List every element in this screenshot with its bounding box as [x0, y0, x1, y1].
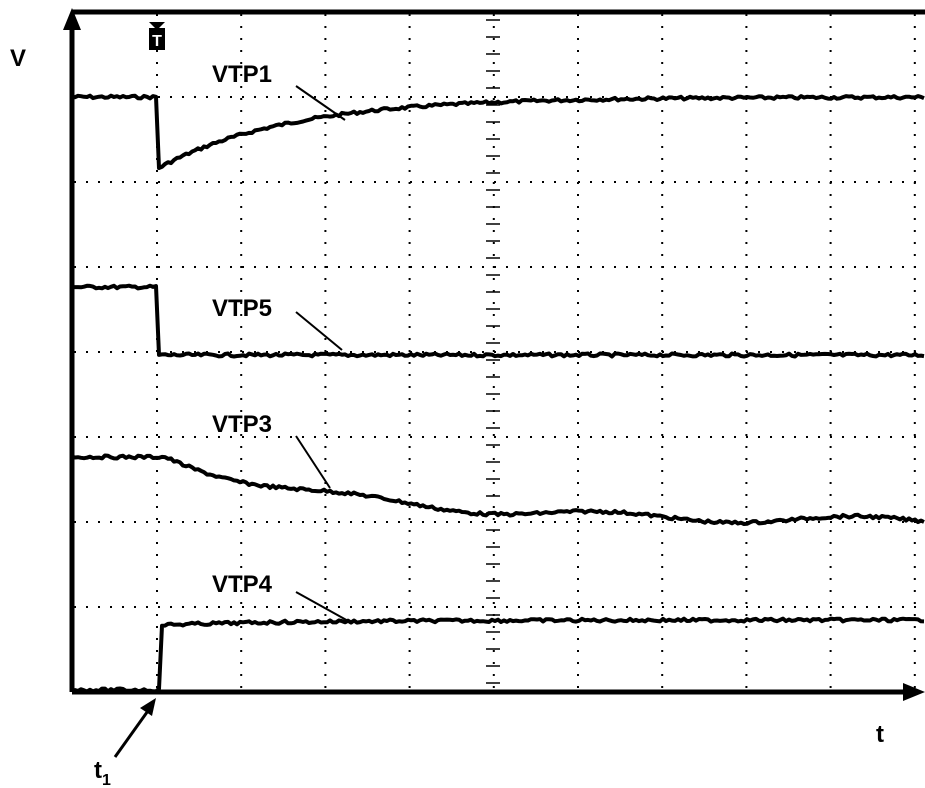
trigger-pointer — [149, 22, 165, 30]
trace — [71, 453, 925, 526]
time-arrow-head — [140, 698, 156, 716]
trace-label: VTP1 — [212, 61, 272, 88]
trace — [71, 283, 925, 359]
y-axis-label: V — [10, 45, 26, 72]
trace — [71, 93, 925, 171]
trace-label: VTP4 — [212, 571, 273, 598]
trace-label: VTP3 — [212, 411, 272, 438]
time-label: t1 — [94, 757, 111, 788]
time-label-main: t — [94, 757, 102, 784]
x-arrow — [903, 683, 925, 701]
time-arrow — [113, 707, 152, 758]
trace — [71, 616, 925, 694]
y-arrow — [63, 8, 81, 30]
x-axis-label: t — [876, 721, 884, 748]
leader-line — [295, 591, 351, 623]
trace-label: VTP5 — [212, 295, 272, 322]
leader-line — [295, 311, 343, 351]
trigger-box — [149, 28, 165, 50]
leader-line — [295, 435, 331, 489]
time-label-subscript: 1 — [102, 772, 111, 788]
leader-line — [295, 85, 346, 121]
traces — [71, 93, 925, 694]
trigger-label: T — [152, 33, 162, 50]
